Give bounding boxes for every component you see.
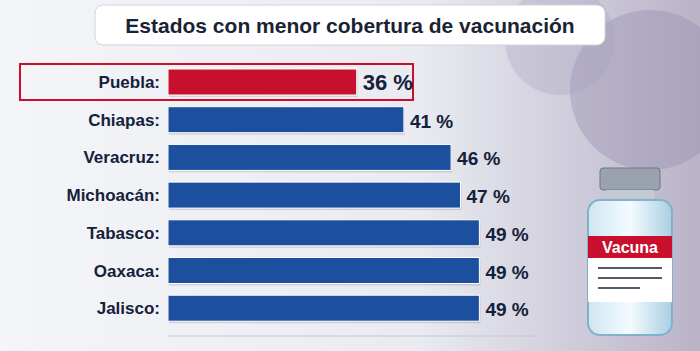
- category-label: Michoacán:: [66, 186, 160, 205]
- bar: [168, 220, 479, 246]
- category-label: Puebla:: [99, 73, 160, 92]
- vial-label-band: [588, 236, 672, 258]
- vial-label-line: [598, 267, 662, 269]
- category-label: Jalisco:: [97, 299, 160, 318]
- value-label: 46 %: [457, 148, 500, 169]
- bar: [168, 107, 404, 133]
- category-label: Oaxaca:: [94, 262, 160, 281]
- vial-body: [588, 200, 672, 335]
- bar: [168, 295, 479, 321]
- vial-cap: [600, 168, 660, 190]
- title-box: [95, 5, 605, 45]
- x-axis-line: [168, 336, 536, 337]
- value-label: 36 %: [363, 70, 413, 95]
- bars: [168, 69, 480, 323]
- category-label: Chiapas:: [88, 111, 160, 130]
- labels: Puebla: 36 % Chiapas: 41 % Veracruz: 46 % Mich…: [20, 64, 529, 320]
- value-label: 49 %: [485, 299, 528, 320]
- bar: [168, 144, 451, 170]
- highlight-box: [20, 64, 413, 100]
- bar: [168, 258, 479, 284]
- bar: [168, 182, 461, 208]
- category-label: Tabasco:: [87, 224, 160, 243]
- vial-label-line: [598, 277, 662, 279]
- bar: [168, 69, 357, 95]
- chart: Estados con menor cobertura de vacunació…: [0, 0, 700, 351]
- title: Estados con menor cobertura de vacunació…: [125, 14, 574, 37]
- value-label: 49 %: [485, 262, 528, 283]
- value-label: 47 %: [467, 186, 510, 207]
- category-label: Veracruz:: [83, 148, 160, 167]
- value-label: 49 %: [485, 224, 528, 245]
- vaccine-vial: Vacuna: [588, 168, 672, 335]
- vial-label-line: [598, 287, 640, 289]
- annotation: Vacuna: [602, 239, 658, 256]
- value-label: 41 %: [410, 111, 453, 132]
- vial-label: [588, 236, 672, 302]
